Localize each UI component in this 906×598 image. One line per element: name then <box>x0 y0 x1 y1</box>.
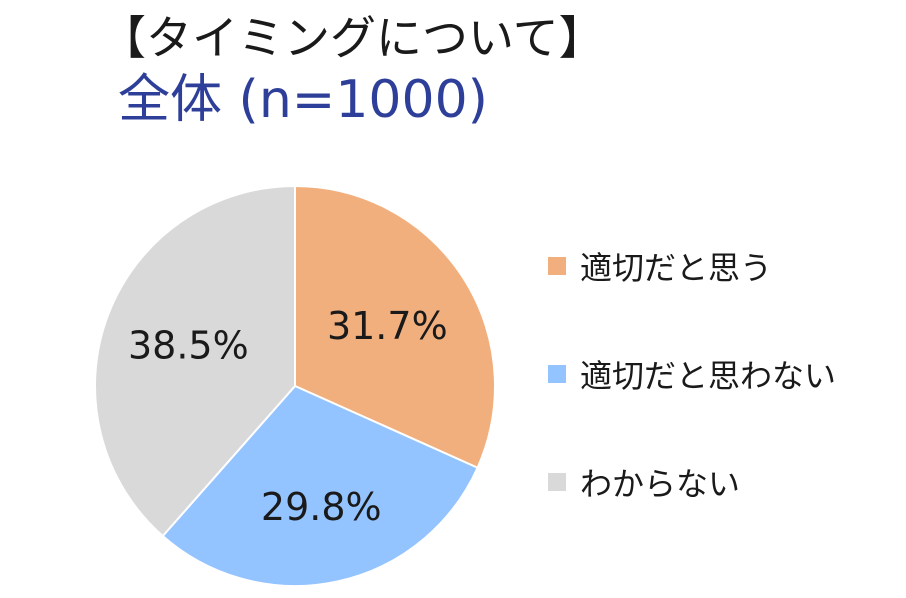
legend-label-unknown: わからない <box>580 465 741 503</box>
legend-swatch-unknown <box>548 473 566 491</box>
legend-item-agree: 適切だと思う <box>548 238 836 294</box>
data-label-agree: 31.7% <box>327 304 448 348</box>
legend-label-disagree: 適切だと思わない <box>580 357 837 395</box>
legend-swatch-agree <box>548 257 566 275</box>
legend: 適切だと思う 適切だと思わない わからない <box>548 238 836 510</box>
legend-swatch-disagree <box>548 365 566 383</box>
legend-item-disagree: 適切だと思わない <box>548 346 836 402</box>
pie-slice-agree <box>294 184 496 470</box>
legend-item-unknown: わからない <box>548 454 836 510</box>
data-label-disagree: 29.8% <box>261 485 382 529</box>
chart-subtitle: 全体 (n=1000) <box>118 70 488 130</box>
pie-slice-unknown <box>94 184 296 538</box>
legend-label-agree: 適切だと思う <box>580 249 773 287</box>
pie-slice-disagree <box>161 384 479 587</box>
data-label-unknown: 38.5% <box>128 324 249 368</box>
chart-title: 【タイミングについて】 <box>100 11 605 65</box>
